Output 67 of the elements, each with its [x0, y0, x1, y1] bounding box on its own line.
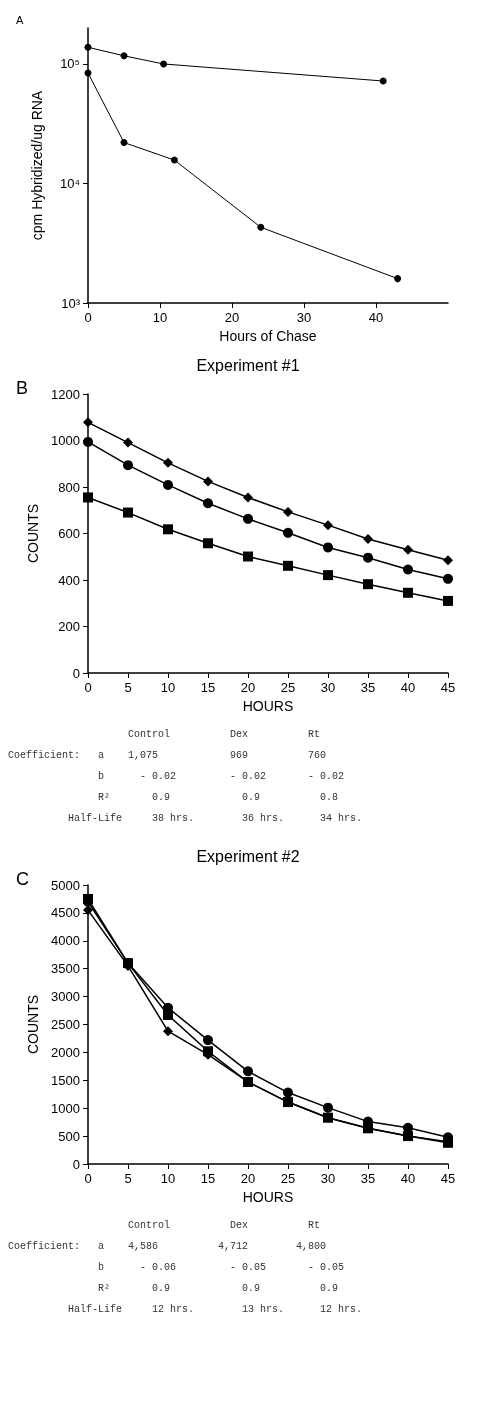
y-axis-title: cpm Hybridized/ug RNA	[29, 90, 45, 241]
x-axis-title: HOURS	[242, 1189, 294, 1205]
x-tick-label: 10	[160, 1171, 176, 1186]
y-tick-label: 1000	[51, 1100, 80, 1116]
text: Half-Life 12 hrs. 13 hrs. 12 hrs.	[67, 1303, 364, 1317]
x-tick-label: 35	[360, 1171, 376, 1186]
text: Coefficient: a 1,075 969 760	[8, 749, 328, 763]
x-tick-label: 20	[240, 680, 256, 695]
y-tick-label: 10⁵	[60, 56, 80, 72]
x-tick-label: 30	[296, 310, 312, 325]
y-tick-label: 600	[58, 526, 80, 541]
y-tick-label: 200	[58, 619, 80, 634]
text: Coefficient: a 4,586 4,712 4,800	[8, 1240, 328, 1254]
y-tick-label: 500	[58, 1128, 80, 1144]
chart-title: Experiment #1	[196, 356, 300, 374]
y-tick-label: 1200	[51, 386, 80, 402]
x-tick-label: 35	[360, 680, 376, 695]
y-tick-label: 800	[58, 479, 80, 495]
x-tick-label: 40	[400, 1171, 416, 1186]
y-tick-label: 5000	[51, 877, 80, 893]
y-tick-label: 3500	[51, 961, 80, 977]
x-tick-label: 5	[124, 680, 132, 695]
chart-title: Experiment #2	[196, 847, 300, 865]
x-tick-label: 10	[152, 310, 168, 325]
y-tick-label: 0	[72, 665, 80, 681]
text: b - 0.02 - 0.02 - 0.02	[97, 770, 346, 784]
text: R² 0.9 0.9 0.8	[97, 791, 340, 805]
x-tick-label: 45	[440, 680, 456, 695]
x-tick-label: 20	[224, 310, 240, 325]
x-tick-label: 0	[84, 1171, 92, 1186]
x-tick-label: 5	[124, 1171, 132, 1186]
y-tick-label: 2500	[51, 1017, 80, 1032]
x-tick-label: 30	[320, 680, 336, 695]
x-tick-label: 15	[200, 680, 216, 695]
y-tick-label: 2000	[51, 1044, 80, 1060]
x-tick-label: 30	[320, 1171, 336, 1186]
y-tick-label: 4000	[51, 933, 80, 949]
y-tick-label: 1000	[51, 433, 80, 448]
y-tick-label: 0	[72, 1156, 80, 1172]
x-tick-label: 10	[160, 680, 176, 695]
y-axis-title: COUNTS	[25, 503, 42, 564]
x-tick-label: 25	[280, 1171, 296, 1186]
y-tick-label: 4500	[51, 905, 80, 921]
text: Half-Life 38 hrs. 36 hrs. 34 hrs.	[67, 812, 364, 826]
x-axis-title: HOURS	[242, 698, 294, 714]
text: R² 0.9 0.9 0.9	[97, 1282, 340, 1296]
y-axis-title: COUNTS	[25, 994, 42, 1055]
y-tick-label: 3000	[51, 989, 80, 1005]
text: B	[16, 378, 29, 399]
text: Control Dex Rt	[127, 728, 322, 742]
y-tick-label: 10⁴	[59, 175, 80, 191]
text: A	[16, 14, 24, 26]
text: C	[16, 869, 29, 890]
text: b - 0.06 - 0.05 - 0.05	[97, 1261, 346, 1275]
x-tick-label: 0	[84, 310, 92, 325]
x-tick-label: 40	[400, 680, 416, 695]
y-tick-label: 400	[58, 572, 80, 588]
text: Control Dex Rt	[127, 1219, 322, 1233]
x-tick-label: 40	[368, 310, 384, 325]
y-tick-label: 1500	[51, 1072, 80, 1088]
x-tick-label: 45	[440, 1171, 456, 1186]
x-tick-label: 0	[84, 680, 92, 695]
x-tick-label: 20	[240, 1171, 256, 1186]
x-tick-label: 25	[280, 680, 296, 695]
y-tick-label: 10³	[61, 295, 81, 311]
x-axis-title: Hours of Chase	[219, 328, 317, 344]
x-tick-label: 15	[200, 1171, 216, 1186]
